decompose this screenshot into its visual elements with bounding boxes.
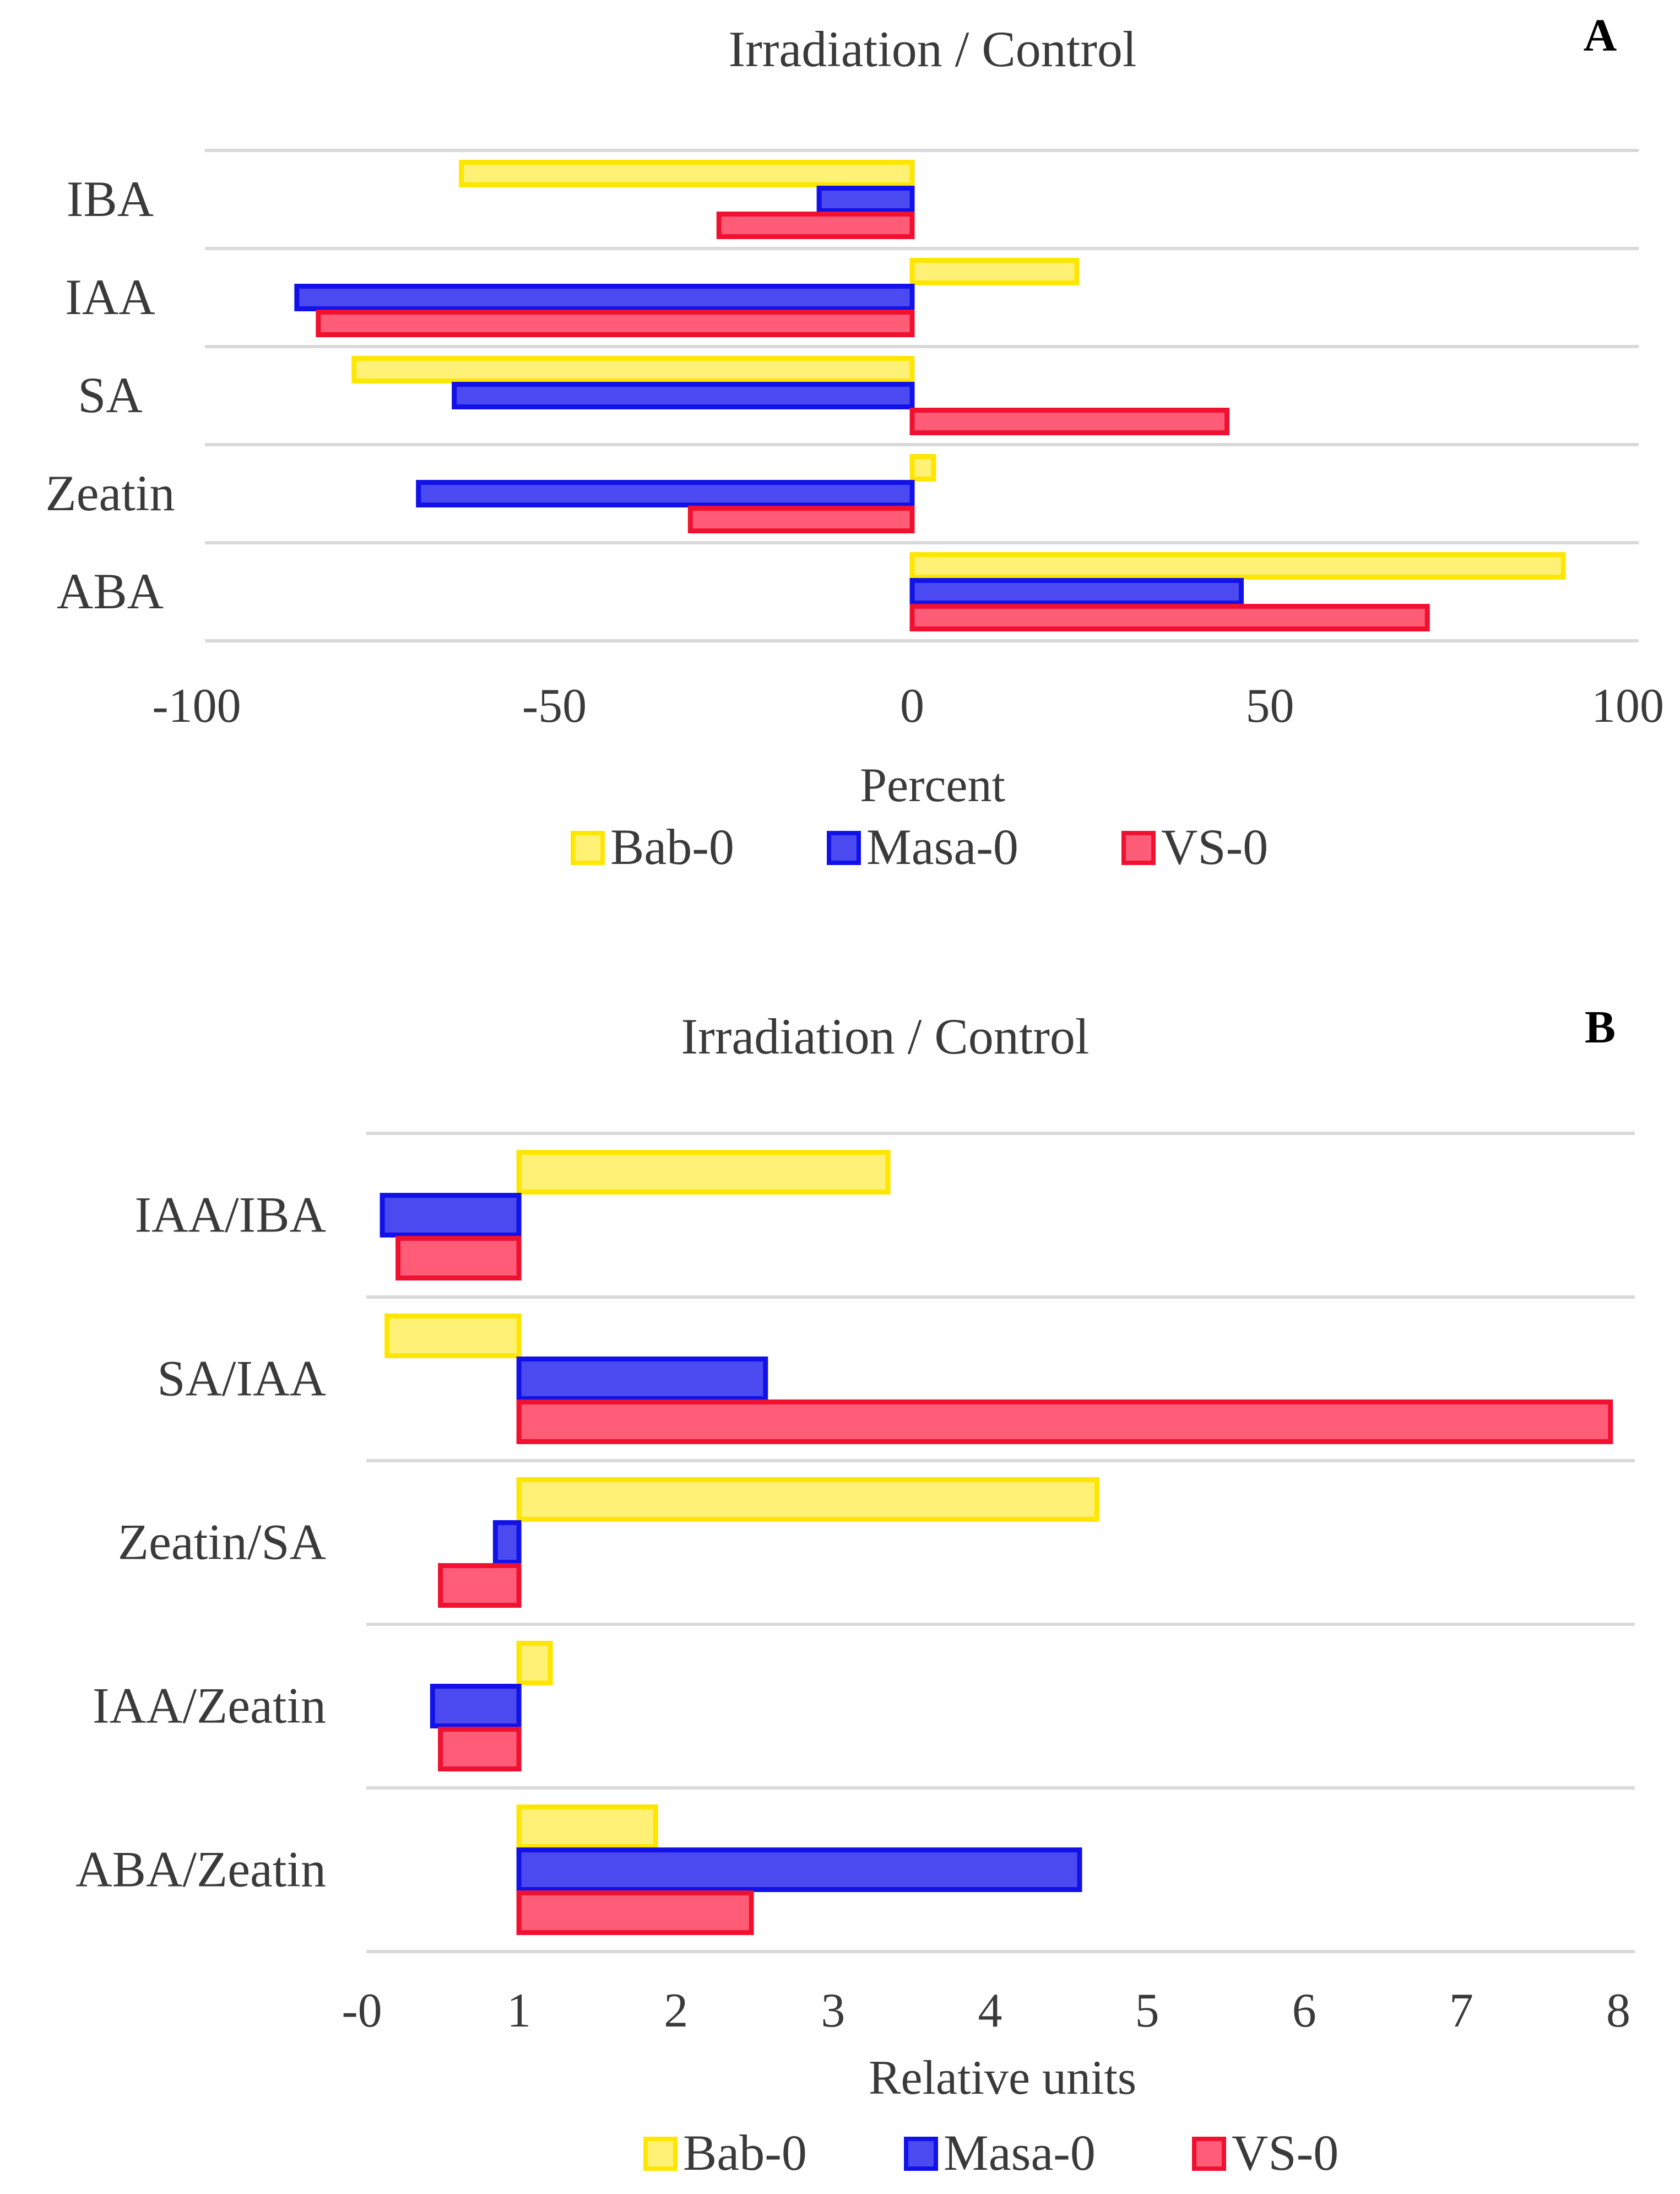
chart-a-category-label: SA	[78, 367, 143, 423]
chart-b-bar-aba-zeatin-masa-0	[516, 1847, 1082, 1892]
chart-b-tick-label: 1	[507, 1984, 531, 2038]
chart-b-tick-label: 6	[1292, 1984, 1316, 2038]
chart-a-bar-iaa-bab-0	[909, 258, 1080, 285]
chart-b-bar-iaa-iba-bab-0	[516, 1150, 891, 1195]
chart-b-bar-sa-iaa-bab-0	[384, 1314, 522, 1358]
chart-a-category-label: ABA	[57, 563, 164, 619]
chart-b-bar-zeatin-sa-vs-0	[438, 1563, 522, 1608]
chart-a-bar-iba-vs-0	[716, 212, 915, 239]
chart-b-bars	[380, 1150, 1613, 1935]
chart-panel-b: Irradiation / Control B IAA/IBA SA/IAA Zea…	[75, 1002, 1635, 2181]
chart-b-bar-iaa-iba-vs-0	[395, 1236, 522, 1280]
chart-b-bar-iaa-zeatin-bab-0	[516, 1641, 553, 1685]
chart-b-category-label: SA/IAA	[157, 1350, 326, 1407]
chart-a-category-label: Zeatin	[46, 465, 175, 521]
chart-b-bar-aba-zeatin-vs-0	[516, 1890, 754, 1935]
chart-b-category-label: Zeatin/SA	[118, 1514, 326, 1570]
chart-b-bar-aba-zeatin-bab-0	[516, 1804, 658, 1849]
chart-a-legend: Bab-0 Masa-0 VS-0	[571, 819, 1268, 875]
chart-a-legend-swatch-masa-0	[827, 831, 861, 865]
chart-a-legend-swatch-bab-0	[571, 831, 605, 865]
chart-a-legend-swatch-vs-0	[1121, 831, 1156, 865]
chart-b-legend-label-bab-0: Bab-0	[683, 2125, 807, 2181]
chart-b-legend: Bab-0 Masa-0 VS-0	[643, 2125, 1338, 2181]
chart-b-tick-label: 5	[1135, 1984, 1159, 2038]
chart-a-bar-zeatin-vs-0	[687, 506, 915, 533]
chart-a-tick-labels: -100 -50 0 50 100	[152, 679, 1664, 733]
chart-b-bar-iaa-zeatin-masa-0	[430, 1684, 522, 1728]
chart-a-category-label: IBA	[67, 171, 154, 227]
chart-b-tick-label: 2	[664, 1984, 688, 2038]
chart-b-bar-zeatin-sa-masa-0	[492, 1520, 522, 1565]
chart-b-legend-swatch-bab-0	[643, 2137, 678, 2171]
chart-a-bar-zeatin-masa-0	[416, 480, 915, 507]
chart-b-legend-swatch-masa-0	[904, 2137, 938, 2171]
chart-a-tick-label: -100	[152, 679, 241, 733]
chart-a-tick-label: 0	[900, 679, 924, 733]
chart-panel-a: Irradiation / Control A IBA IAA SA Zeatin AB…	[46, 10, 1665, 875]
chart-a-bar-sa-masa-0	[452, 382, 915, 409]
chart-a-category-labels: IBA IAA SA Zeatin ABA	[46, 171, 175, 619]
chart-b-bar-sa-iaa-masa-0	[516, 1357, 768, 1401]
chart-a-tick-label: -50	[522, 679, 587, 733]
chart-b-category-label: IAA/Zeatin	[93, 1678, 326, 1734]
chart-a-category-label: IAA	[65, 269, 155, 325]
chart-a-tick-label: 100	[1591, 679, 1664, 733]
chart-b-bar-iaa-zeatin-vs-0	[438, 1727, 522, 1771]
chart-a-bar-iba-masa-0	[816, 186, 915, 213]
chart-a-bar-aba-masa-0	[909, 578, 1244, 606]
chart-a-title: Irradiation / Control	[729, 21, 1137, 77]
chart-a-legend-label-masa-0: Masa-0	[866, 819, 1018, 875]
chart-b-bar-sa-iaa-vs-0	[516, 1399, 1613, 1444]
chart-a-legend-label-vs-0: VS-0	[1161, 819, 1268, 875]
chart-a-bar-iaa-masa-0	[294, 284, 915, 311]
chart-b-tick-label: 3	[821, 1984, 845, 2038]
chart-b-grid	[366, 1132, 1635, 1953]
chart-a-bar-sa-bab-0	[351, 356, 915, 383]
chart-b-tick-label: 7	[1449, 1984, 1473, 2038]
chart-b-legend-label-vs-0: VS-0	[1232, 2125, 1338, 2181]
chart-a-bar-sa-vs-0	[909, 408, 1230, 435]
chart-a-bar-iba-bab-0	[459, 160, 915, 187]
chart-a-bar-aba-vs-0	[909, 604, 1430, 631]
chart-b-tick-labels: -0 1 2 3 4 5 6 7 8	[342, 1984, 1630, 2038]
chart-a-x-axis-title: Percent	[860, 759, 1005, 812]
chart-b-category-label: ABA/Zeatin	[75, 1841, 326, 1898]
chart-b-legend-swatch-vs-0	[1192, 2137, 1226, 2171]
chart-a-bar-iaa-vs-0	[316, 310, 915, 337]
chart-b-legend-label-masa-0: Masa-0	[944, 2125, 1096, 2181]
chart-b-bar-iaa-iba-masa-0	[380, 1193, 522, 1237]
chart-a-bar-zeatin-bab-0	[909, 454, 936, 482]
chart-b-tick-label: 8	[1606, 1984, 1630, 2038]
chart-b-x-axis-title: Relative units	[869, 2051, 1136, 2105]
chart-a-tick-label: 50	[1246, 679, 1294, 733]
chart-b-category-label: IAA/IBA	[134, 1187, 326, 1243]
chart-a-legend-label-bab-0: Bab-0	[610, 819, 734, 875]
chart-b-bar-zeatin-sa-bab-0	[516, 1477, 1099, 1522]
chart-a-bars	[294, 160, 1566, 631]
chart-b-panel-letter: B	[1585, 1002, 1616, 1053]
chart-b-category-labels: IAA/IBA SA/IAA Zeatin/SA IAA/Zeatin ABA/Zeat…	[75, 1187, 326, 1898]
chart-a-grid	[205, 149, 1639, 642]
chart-b-tick-label: 4	[978, 1984, 1002, 2038]
chart-b-tick-label: -0	[342, 1984, 382, 2038]
chart-a-panel-letter: A	[1584, 10, 1617, 61]
chart-a-bar-aba-bab-0	[909, 552, 1566, 580]
chart-b-title: Irradiation / Control	[681, 1008, 1090, 1064]
